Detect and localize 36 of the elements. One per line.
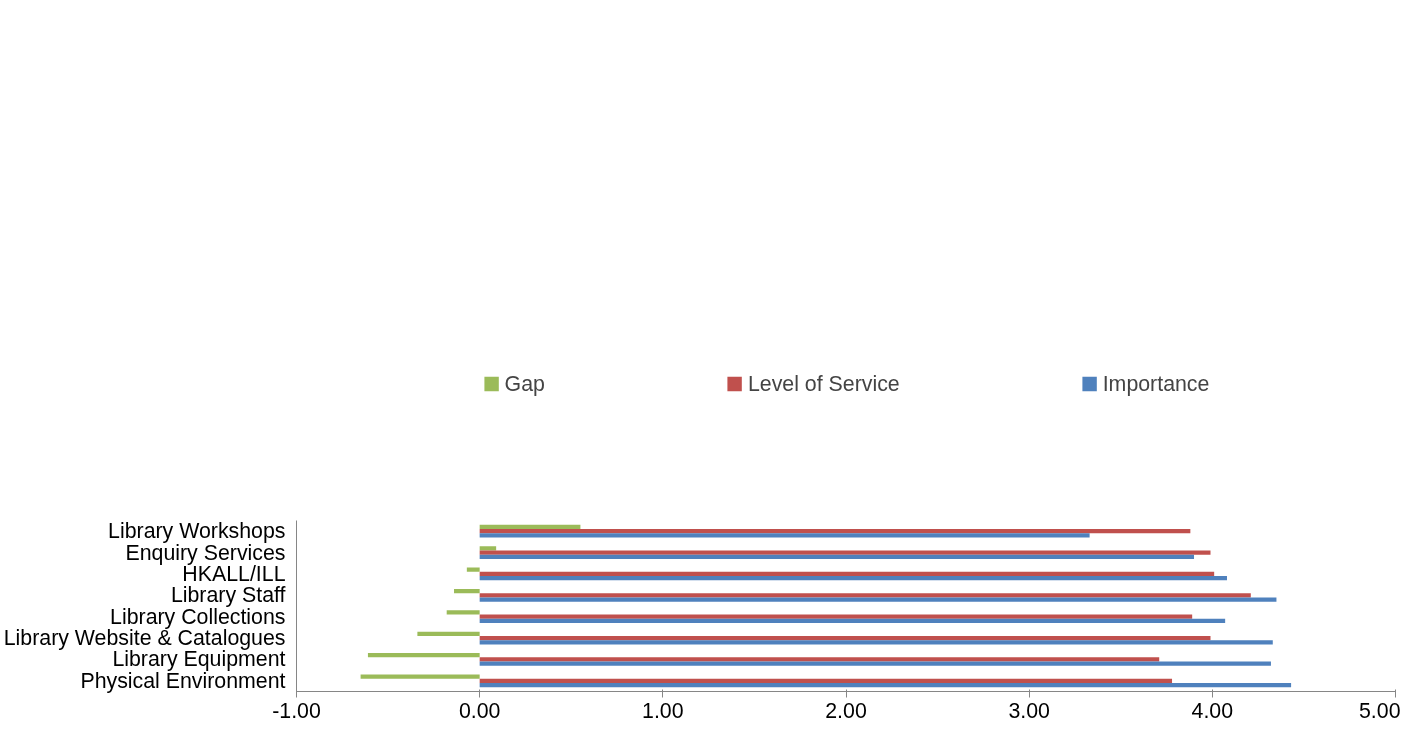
bar bbox=[479, 597, 1277, 602]
bar bbox=[446, 610, 480, 615]
x-tick-label: 4.00 bbox=[1191, 698, 1234, 723]
bar bbox=[479, 682, 1292, 688]
y-tick-label: Library Staff bbox=[170, 583, 286, 608]
bar bbox=[479, 661, 1271, 666]
bar bbox=[466, 567, 480, 572]
bar bbox=[479, 529, 1191, 534]
legend-label: Gap bbox=[504, 371, 545, 397]
bar bbox=[479, 554, 1195, 559]
x-tick-label: -1.00 bbox=[272, 698, 321, 723]
bar bbox=[360, 674, 480, 679]
x-tick-label: 2.00 bbox=[825, 698, 867, 723]
bar bbox=[367, 653, 480, 658]
bar bbox=[479, 524, 581, 530]
x-tick-label: 1.00 bbox=[642, 698, 684, 723]
bar bbox=[479, 618, 1226, 624]
bar bbox=[479, 571, 1215, 577]
x-tick-label: 0.00 bbox=[458, 698, 501, 723]
bar bbox=[479, 614, 1193, 619]
bar bbox=[479, 593, 1251, 598]
bar bbox=[454, 588, 480, 594]
legend-label: Level of Service bbox=[747, 371, 900, 397]
bar bbox=[479, 640, 1273, 645]
bar bbox=[479, 576, 1227, 581]
bar bbox=[479, 635, 1211, 641]
bar bbox=[479, 678, 1173, 683]
legend-label: Importance bbox=[1102, 371, 1210, 397]
x-tick-label: 3.00 bbox=[1008, 698, 1051, 723]
bar bbox=[479, 550, 1211, 555]
x-tick-label: 5.00 bbox=[1358, 698, 1401, 723]
bar bbox=[479, 533, 1090, 538]
bar bbox=[417, 631, 480, 636]
y-tick-label: Library Workshops bbox=[108, 519, 286, 544]
bar bbox=[479, 657, 1160, 662]
bar bbox=[479, 546, 497, 551]
